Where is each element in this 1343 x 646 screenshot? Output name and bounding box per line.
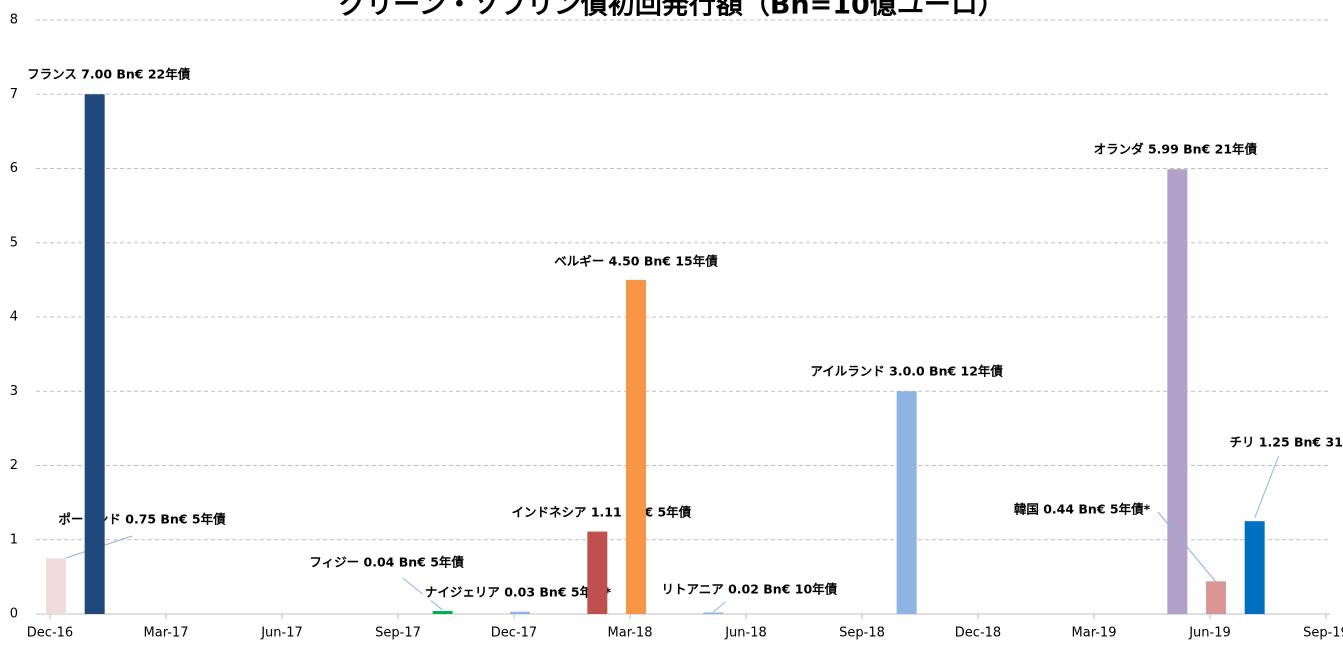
x-tick-label: Dec-17 bbox=[491, 626, 537, 641]
bar-annotation: ベルギー 4.50 Bn€ 15年債 bbox=[554, 254, 718, 269]
y-tick-label: 4 bbox=[10, 310, 18, 325]
bar bbox=[84, 94, 105, 614]
y-tick-label: 5 bbox=[10, 235, 18, 250]
y-tick-label: 7 bbox=[10, 87, 18, 102]
bar bbox=[1206, 581, 1226, 614]
bar bbox=[510, 611, 530, 614]
y-tick-label: 6 bbox=[10, 161, 18, 176]
bar bbox=[1244, 521, 1265, 614]
bar-annotation: リトアニア 0.02 Bn€ 10年債 bbox=[661, 582, 837, 597]
bar-annotation: フランス 7.00 Bn€ 22年債 bbox=[27, 67, 191, 82]
leader-line bbox=[1254, 455, 1280, 519]
bar bbox=[587, 531, 608, 614]
y-tick-label: 8 bbox=[10, 13, 18, 28]
bar-annotation: アイルランド 3.0.0 Bn€ 12年債 bbox=[810, 364, 1003, 379]
bar-annotation: ナイジェリア 0.03 Bn€ 5年債* bbox=[425, 585, 612, 600]
label-bg bbox=[422, 583, 614, 601]
x-tick-label: Sep-19 bbox=[1303, 626, 1343, 641]
bar-annotation: オランダ 5.99 Bn€ 21年債 bbox=[1094, 142, 1258, 157]
bar bbox=[432, 611, 453, 614]
x-tick-label: Mar-17 bbox=[144, 626, 189, 641]
bar-annotation: 韓国 0.44 Bn€ 5年債* bbox=[1014, 502, 1151, 517]
bar bbox=[1167, 169, 1188, 614]
bar bbox=[896, 391, 917, 614]
x-tick-label: Sep-18 bbox=[839, 626, 885, 641]
y-tick-label: 2 bbox=[10, 458, 18, 473]
bar bbox=[626, 279, 646, 614]
chart-title: グリーン・ソブリン債初回発行額（Bn=10億ユーロ） bbox=[339, 0, 1005, 21]
bar-annotation: チリ 1.25 Bn€ 31年債 bbox=[1229, 435, 1343, 450]
bar-annotation: フィジー 0.04 Bn€ 5年債 bbox=[309, 555, 464, 570]
y-tick-label: 1 bbox=[10, 532, 18, 547]
x-tick-label: Jun-17 bbox=[260, 626, 303, 641]
bar bbox=[703, 612, 724, 614]
x-tick-label: Mar-18 bbox=[608, 626, 653, 641]
bar bbox=[46, 558, 66, 614]
leader-line bbox=[1157, 511, 1217, 583]
leader-line bbox=[713, 601, 726, 613]
bar-annotation: インドネシア 1.11 Bn€ 5年債 bbox=[511, 505, 691, 520]
x-tick-label: Sep-17 bbox=[375, 626, 421, 641]
y-tick-label: 0 bbox=[10, 607, 18, 622]
x-tick-label: Jun-18 bbox=[724, 626, 767, 641]
label-bg bbox=[659, 580, 840, 598]
y-tick-label: 3 bbox=[10, 384, 18, 399]
bar-annotation: ポーランド 0.75 Bn€ 5年債 bbox=[58, 512, 226, 527]
leader-line bbox=[402, 577, 443, 611]
x-tick-label: Jun-19 bbox=[1188, 626, 1231, 641]
x-tick-label: Dec-16 bbox=[27, 626, 73, 641]
x-tick-label: Dec-18 bbox=[955, 626, 1001, 641]
x-tick-label: Mar-19 bbox=[1072, 626, 1117, 641]
